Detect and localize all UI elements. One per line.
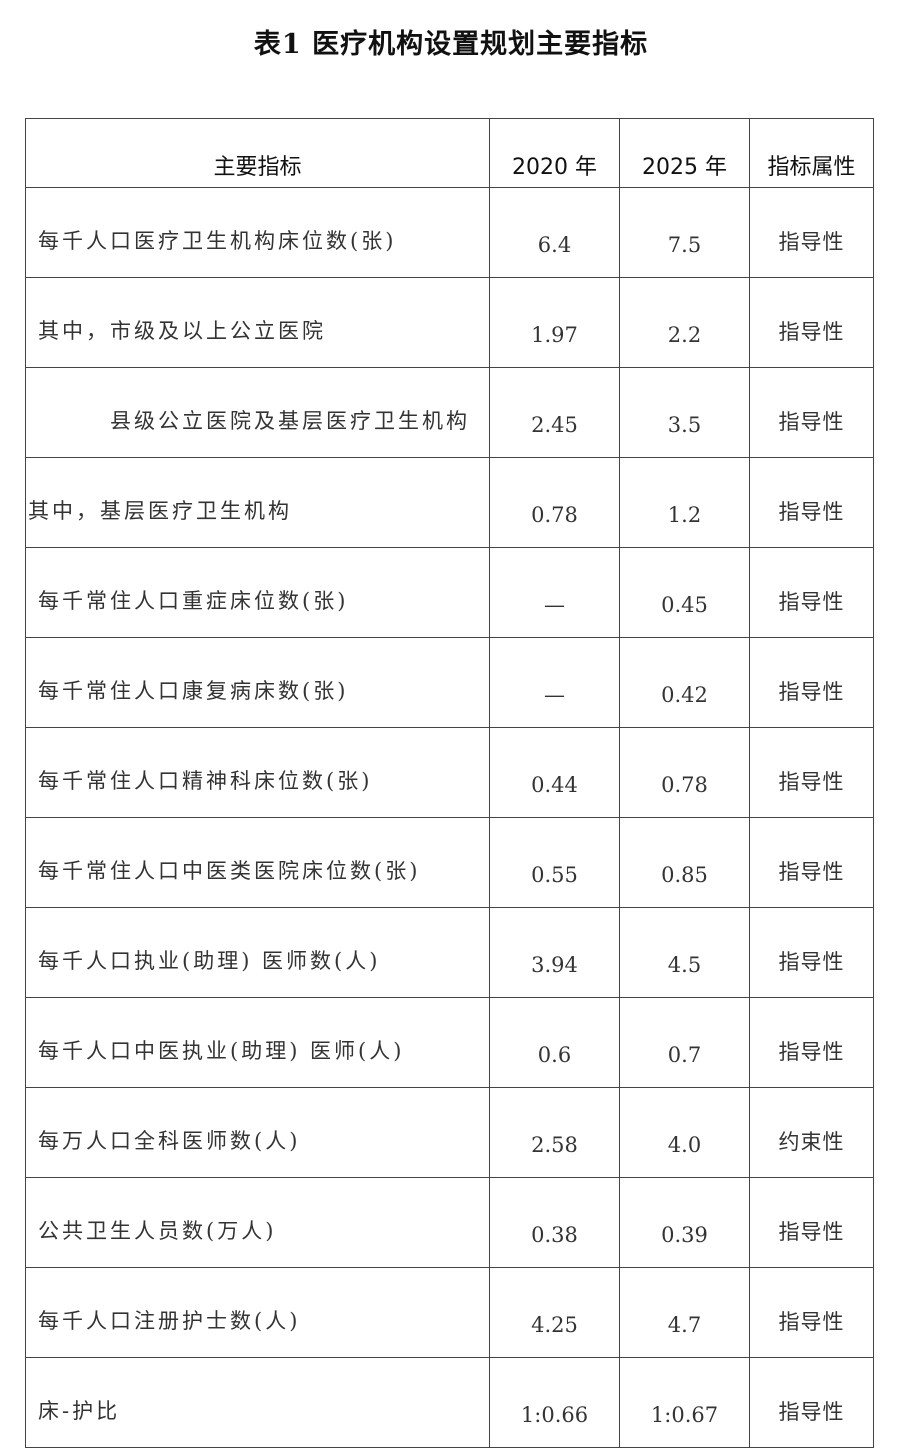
table-title: 表1 医疗机构设置规划主要指标 [253,29,649,60]
value-2020-cell: 2.45 [489,367,620,458]
table-row: 每万人口全科医师数(人) 2.58 4.0 约束性 [25,1087,874,1178]
attribute-cell: 指导性 [749,1177,874,1268]
indicator-cell: 其中，基层医疗卫生机构 [25,457,490,548]
value-2025-cell: 0.45 [619,547,750,638]
value-2020-cell: 0.38 [489,1177,620,1268]
value-2025-cell: 3.5 [619,367,750,458]
indicator-cell: 每千常住人口中医类医院床位数(张) [25,817,490,908]
attribute-cell: 指导性 [749,1267,874,1358]
value-2025-cell: 1:0.67 [619,1357,750,1448]
table-row: 每千常住人口重症床位数(张) —0.45 指导性 [25,547,874,638]
table-row: 每千常住人口精神科床位数(张) 0.44 0.78 指导性 [25,727,874,818]
table-row: 每千人口中医执业(助理) 医师(人) 0.6 0.7 指导性 [25,997,874,1088]
value-2025-cell: 4.7 [619,1267,750,1358]
indicator-cell: 每千人口中医执业(助理) 医师(人) [25,997,490,1088]
indicator-cell: 每千人口注册护士数(人) [25,1267,490,1358]
value-2025-cell: 0.78 [619,727,750,818]
attribute-cell: 指导性 [749,817,874,908]
value-2025-cell: 4.0 [619,1087,750,1178]
table-row: 床-护比 1:0.66 1:0.67 指导性 [25,1357,874,1448]
table-row: 每千常住人口中医类医院床位数(张) 0.55 0.85 指导性 [25,817,874,908]
value-2025-cell: 0.7 [619,997,750,1088]
table-row: 每千人口注册护士数(人) 4.25 4.7 指导性 [25,1267,874,1358]
indicator-cell: 每千人口医疗卫生机构床位数(张) [25,187,490,278]
attribute-cell: 指导性 [749,997,874,1088]
table-row: 县级公立医院及基层医疗卫生机构 2.45 3.5 指导性 [25,367,874,458]
value-2025-cell: 0.85 [619,817,750,908]
table-row: 每千人口医疗卫生机构床位数(张) 6.4 7.5 指导性 [25,187,874,278]
attribute-cell: 指导性 [749,1357,874,1448]
value-2025-cell: 1.2 [619,457,750,548]
indicator-cell: 公共卫生人员数(万人) [25,1177,490,1268]
indicator-cell: 其中，市级及以上公立医院 [25,277,490,368]
attribute-cell: 约束性 [749,1087,874,1178]
value-2020-cell: 0.44 [489,727,620,818]
table-row: 其中，市级及以上公立医院 1.97 2.2 指导性 [25,277,874,368]
header-indicator: 主要指标 [25,118,490,188]
table-row: 公共卫生人员数(万人) 0.38 0.39 指导性 [25,1177,874,1268]
indicator-cell: 床-护比 [25,1357,490,1448]
attribute-cell: 指导性 [749,727,874,818]
value-2020-cell: 0.55 [489,817,620,908]
table-row: 其中，基层医疗卫生机构 0.78 1.2 指导性 [25,457,874,548]
value-2020-cell: 0.78 [489,457,620,548]
attribute-cell: 指导性 [749,367,874,458]
value-2020-cell: — [489,547,620,638]
header-2025: 2025 年 [619,118,750,188]
value-2020-cell: 0.6 [489,997,620,1088]
value-2020-cell: 2.58 [489,1087,620,1178]
header-2020: 2020 年 [489,118,620,188]
value-2025-cell: 0.42 [619,637,750,728]
header-row: 主要指标 2020 年 2025 年 指标属性 [25,118,874,188]
table-row: 每千人口执业(助理) 医师数(人) 3.94 4.5 指导性 [25,907,874,998]
value-2020-cell: — [489,637,620,728]
attribute-cell: 指导性 [749,187,874,278]
indicator-cell: 每千常住人口康复病床数(张) [25,637,490,728]
indicator-cell: 每千常住人口重症床位数(张) [25,547,490,638]
header-attribute: 指标属性 [749,118,874,188]
indicators-table: 主要指标 2020 年 2025 年 指标属性 每千人口医疗卫生机构床位数(张)… [25,118,874,1448]
value-2020-cell: 3.94 [489,907,620,998]
value-2020-cell: 4.25 [489,1267,620,1358]
value-2020-cell: 1.97 [489,277,620,368]
value-2025-cell: 2.2 [619,277,750,368]
attribute-cell: 指导性 [749,277,874,368]
value-2025-cell: 0.39 [619,1177,750,1268]
attribute-cell: 指导性 [749,547,874,638]
indicator-cell: 每万人口全科医师数(人) [25,1087,490,1178]
value-2025-cell: 4.5 [619,907,750,998]
indicator-cell: 每千人口执业(助理) 医师数(人) [25,907,490,998]
table-row: 每千常住人口康复病床数(张) —0.42 指导性 [25,637,874,728]
indicator-cell: 每千常住人口精神科床位数(张) [25,727,490,818]
attribute-cell: 指导性 [749,637,874,728]
value-2025-cell: 7.5 [619,187,750,278]
value-2020-cell: 1:0.66 [489,1357,620,1448]
value-2020-cell: 6.4 [489,187,620,278]
attribute-cell: 指导性 [749,907,874,998]
indicator-cell: 县级公立医院及基层医疗卫生机构 [25,367,490,458]
attribute-cell: 指导性 [749,457,874,548]
